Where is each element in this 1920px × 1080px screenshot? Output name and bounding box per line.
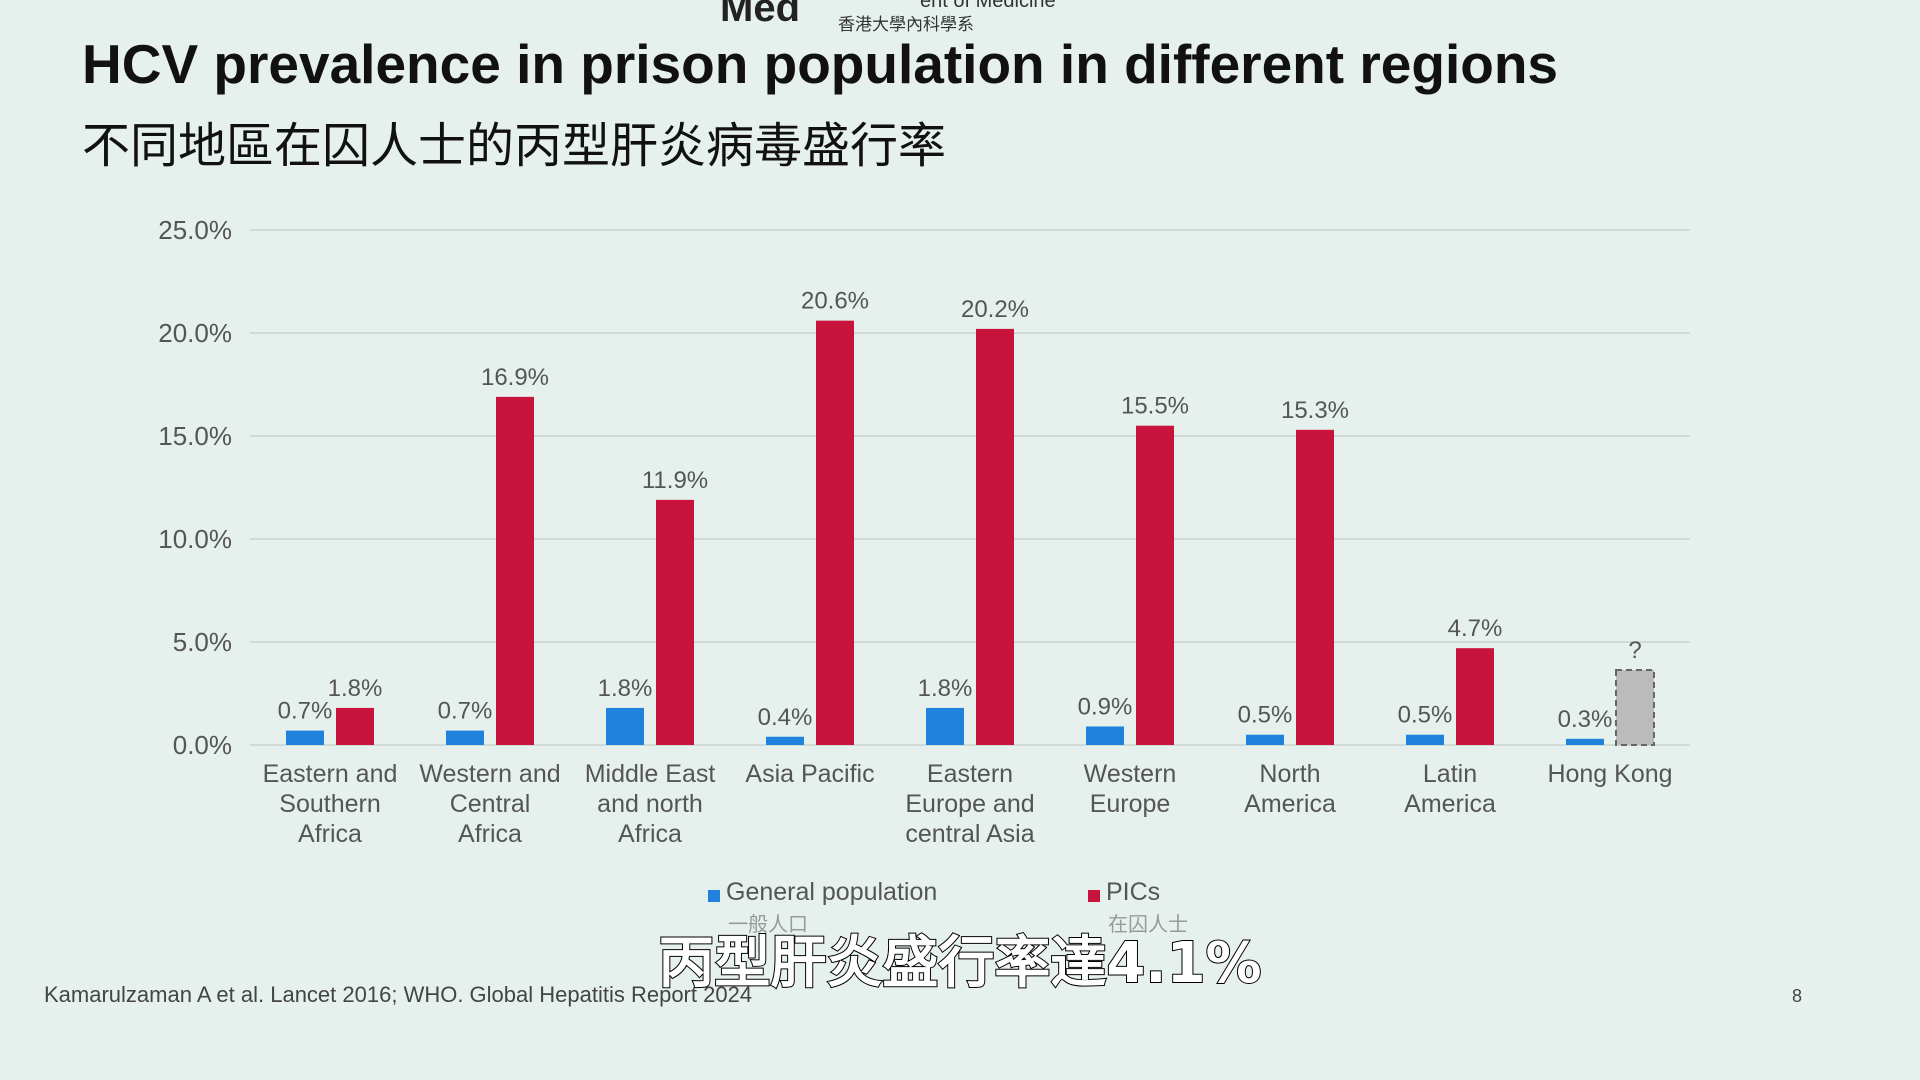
value-label: 0.5%: [1398, 702, 1453, 729]
bar: [1296, 429, 1334, 745]
value-label: 4.7%: [1448, 615, 1503, 642]
value-label: 0.4%: [758, 704, 813, 731]
bar: [446, 730, 484, 745]
y-tick-label: 25.0%: [158, 215, 232, 245]
x-tick-label: Hong Kong: [1547, 760, 1673, 788]
value-label: 20.2%: [961, 296, 1029, 323]
bar: [496, 396, 534, 745]
legend-label-zh: 一般人口: [728, 912, 808, 936]
x-tick-label: Latin America: [1404, 760, 1496, 818]
value-label: 0.7%: [438, 698, 493, 725]
bar: [816, 320, 854, 745]
legend-swatch: [708, 890, 720, 902]
value-label: 0.7%: [278, 698, 333, 725]
legend-label-zh: 在囚人士: [1108, 912, 1188, 936]
x-tick-label: Eastern Europe and central Asia: [905, 760, 1035, 848]
caption: 丙型肝炎盛行率達4.1%: [657, 930, 1262, 997]
bar: [656, 499, 694, 745]
y-tick-label: 0.0%: [173, 730, 232, 760]
bar: [926, 707, 964, 745]
value-label: 0.3%: [1558, 706, 1613, 733]
department-en: ent of Medicine: [920, 0, 1056, 12]
value-label: 20.6%: [801, 288, 869, 315]
bar: [1086, 726, 1124, 745]
x-tick-label: Middle East and north Africa: [584, 760, 716, 848]
source: Kamarulzaman A et al. Lancet 2016; WHO. …: [44, 982, 753, 1007]
x-tick-label: North America: [1244, 760, 1336, 818]
page-number: 8: [1792, 986, 1803, 1006]
value-label: 16.9%: [481, 364, 549, 391]
bar: [766, 736, 804, 745]
bar: [1566, 738, 1604, 745]
legend-label: General population: [726, 878, 938, 906]
y-tick-label: 20.0%: [158, 318, 232, 348]
value-label: 0.5%: [1238, 702, 1293, 729]
bar: [976, 328, 1014, 745]
department-zh: 香港大學內科學系: [838, 15, 974, 35]
value-label: 0.9%: [1078, 693, 1133, 720]
x-tick-label: Eastern and Southern Africa: [262, 760, 398, 848]
bar: [286, 730, 324, 745]
y-tick-label: 15.0%: [158, 421, 232, 451]
logo-text: Med: [720, 0, 800, 30]
value-label: 15.5%: [1121, 393, 1189, 420]
x-tick-label: Western Europe: [1083, 760, 1177, 818]
value-label: ?: [1628, 637, 1641, 664]
legend-label: PICs: [1106, 878, 1161, 906]
bar: [1406, 734, 1444, 745]
value-label: 15.3%: [1281, 397, 1349, 424]
placeholder-bar: [1615, 669, 1655, 746]
value-label: 1.8%: [328, 675, 383, 702]
bar: [336, 707, 374, 745]
y-tick-label: 5.0%: [173, 627, 232, 657]
bar: [1136, 425, 1174, 745]
legend-swatch: [1088, 890, 1100, 902]
chart-subtitle: 不同地區在囚人士的丙型肝炎病毒盛行率: [82, 118, 947, 174]
bar: [1456, 648, 1494, 745]
bar: [606, 707, 644, 745]
value-label: 1.8%: [918, 675, 973, 702]
y-tick-label: 10.0%: [158, 524, 232, 554]
x-tick-label: Asia Pacific: [745, 760, 875, 788]
chart-title: HCV prevalence in prison population in d…: [82, 33, 1559, 95]
x-tick-label: Western and Central Africa: [419, 760, 561, 848]
bar: [1246, 734, 1284, 745]
value-label: 11.9%: [642, 467, 708, 494]
value-label: 1.8%: [598, 675, 653, 702]
